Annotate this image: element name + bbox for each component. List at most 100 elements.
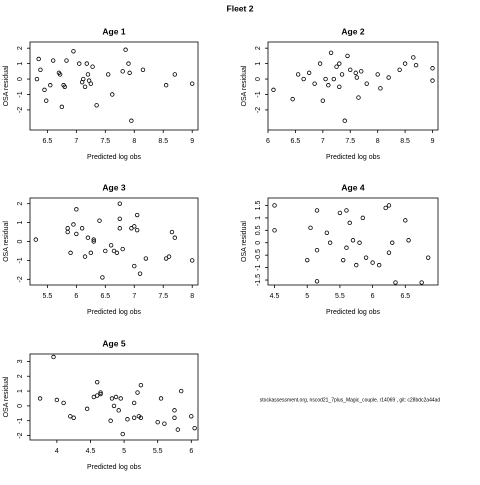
point bbox=[178, 388, 184, 394]
point bbox=[106, 72, 111, 77]
point bbox=[166, 254, 172, 259]
point bbox=[91, 239, 96, 244]
point bbox=[189, 414, 194, 419]
y-tick-label: -0.5 bbox=[255, 249, 262, 261]
y-tick-label: -1.5 bbox=[255, 274, 262, 286]
point bbox=[138, 382, 144, 388]
point bbox=[84, 406, 90, 412]
point bbox=[82, 84, 88, 89]
y-tick-label: 0 bbox=[17, 239, 24, 243]
point bbox=[134, 212, 140, 218]
point bbox=[272, 203, 277, 208]
point bbox=[383, 205, 388, 211]
point bbox=[386, 203, 392, 208]
point bbox=[334, 64, 339, 69]
y-tick-label: -1 bbox=[255, 264, 262, 270]
point bbox=[162, 421, 167, 426]
x-tick-label: 7.5 bbox=[100, 138, 110, 145]
x-axis-label: Predicted log obs bbox=[87, 309, 142, 316]
point bbox=[339, 72, 345, 77]
point bbox=[376, 262, 382, 268]
x-tick-label: 6.5 bbox=[43, 138, 53, 145]
point bbox=[82, 254, 88, 259]
point bbox=[425, 255, 431, 260]
x-tick-label: 6 bbox=[371, 293, 375, 300]
point bbox=[390, 240, 395, 245]
x-tick-label: 5.5 bbox=[335, 293, 345, 300]
point bbox=[375, 72, 380, 77]
point bbox=[327, 240, 333, 245]
y-tick-label: -2 bbox=[255, 107, 262, 113]
x-tick-label: 6 bbox=[266, 138, 270, 145]
point bbox=[337, 84, 342, 89]
point bbox=[172, 415, 177, 420]
point bbox=[172, 235, 178, 240]
x-tick-label: 7.5 bbox=[345, 138, 355, 145]
point bbox=[353, 70, 358, 76]
point bbox=[59, 104, 65, 110]
point bbox=[317, 61, 323, 66]
point bbox=[359, 69, 364, 74]
point bbox=[140, 67, 146, 72]
point bbox=[91, 237, 96, 242]
point bbox=[127, 70, 132, 76]
point bbox=[326, 83, 331, 88]
x-axis-label: Predicted log obs bbox=[87, 154, 142, 161]
point bbox=[190, 81, 195, 86]
y-axis-label: OSA residual bbox=[241, 65, 248, 106]
point bbox=[65, 229, 70, 235]
y-tick-label: -1 bbox=[255, 91, 262, 97]
point bbox=[62, 84, 67, 89]
panel-title: Age 5 bbox=[102, 338, 125, 348]
point bbox=[406, 238, 411, 243]
point bbox=[108, 418, 113, 423]
point bbox=[38, 67, 43, 72]
point bbox=[143, 256, 149, 261]
point bbox=[172, 408, 177, 413]
point bbox=[123, 47, 128, 52]
point bbox=[103, 248, 108, 254]
point bbox=[192, 425, 197, 431]
point bbox=[169, 229, 175, 235]
point bbox=[50, 58, 56, 63]
point bbox=[36, 56, 41, 62]
point bbox=[131, 400, 137, 406]
point bbox=[137, 271, 143, 276]
point bbox=[98, 390, 103, 395]
point bbox=[85, 72, 91, 77]
point bbox=[347, 220, 352, 226]
point bbox=[337, 61, 342, 66]
point bbox=[312, 81, 317, 86]
point bbox=[163, 83, 169, 88]
point bbox=[386, 250, 392, 255]
point bbox=[272, 228, 277, 233]
y-tick-label: 0 bbox=[255, 241, 262, 245]
point bbox=[155, 420, 160, 425]
point bbox=[320, 98, 326, 103]
point bbox=[42, 87, 47, 93]
point bbox=[34, 76, 40, 82]
point bbox=[342, 118, 347, 123]
x-tick-label: 6 bbox=[189, 448, 193, 455]
plot-frame bbox=[29, 41, 199, 131]
point bbox=[290, 96, 295, 102]
x-tick-label: 6.5 bbox=[291, 138, 301, 145]
x-tick-label: 7 bbox=[132, 293, 136, 300]
x-tick-label: 9 bbox=[190, 138, 194, 145]
y-tick-label: -1 bbox=[17, 91, 24, 97]
y-tick-label: -2 bbox=[17, 432, 24, 438]
point bbox=[331, 76, 337, 82]
point bbox=[65, 226, 70, 231]
point bbox=[364, 81, 369, 86]
point bbox=[314, 247, 320, 253]
point bbox=[85, 235, 91, 240]
x-tick-label: 4 bbox=[55, 448, 59, 455]
y-tick-label: 0 bbox=[17, 404, 24, 408]
point bbox=[314, 208, 320, 213]
x-axis-label: Predicted log obs bbox=[87, 464, 142, 471]
x-tick-label: 5.5 bbox=[153, 448, 163, 455]
point bbox=[357, 240, 362, 245]
point bbox=[350, 238, 356, 243]
plot-frame bbox=[29, 353, 199, 441]
x-tick-label: 6.5 bbox=[400, 293, 410, 300]
